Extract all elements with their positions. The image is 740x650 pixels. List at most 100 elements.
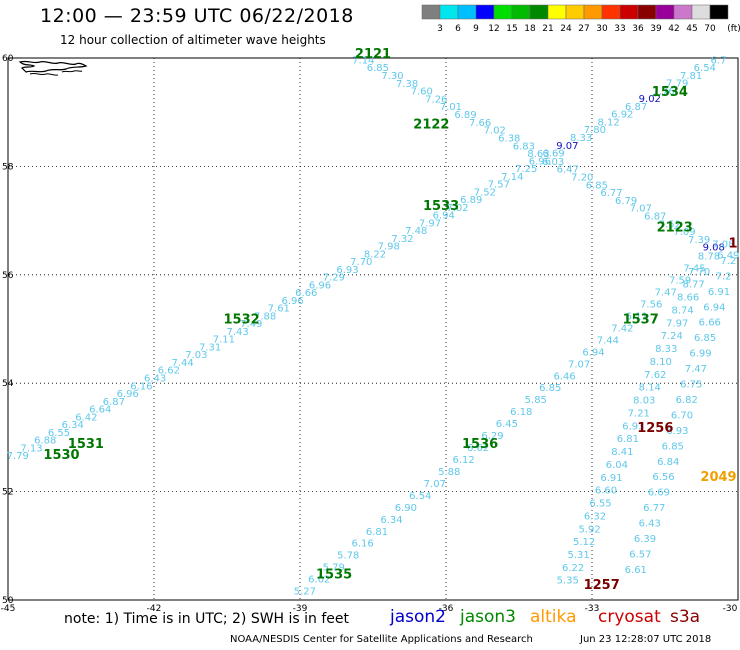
wave-height-value: 7.14	[501, 172, 523, 183]
track-east-2: 5.35 6.22 5.31 5.12 5.92 6.326.55 6.60 6.91 6.04…	[557, 267, 711, 587]
wave-height-value: 7.11	[213, 335, 235, 346]
wave-height-value: 8.22	[364, 249, 386, 260]
map-frame	[7, 57, 739, 601]
wave-height-value: 7.07	[424, 479, 446, 490]
wave-height-value: 7.39	[688, 235, 710, 246]
color-swatch-4	[493, 4, 513, 20]
wave-height-value: 7.70	[688, 267, 710, 278]
wave-height-value: 7.13	[20, 443, 42, 454]
wave-height-value: 7.01	[440, 102, 462, 113]
pass-number-label: 1537	[623, 313, 659, 328]
wave-height-value: 6.54	[694, 63, 716, 74]
wave-height-value: 5.78	[337, 551, 359, 562]
wave-height-value: 6.91	[600, 473, 622, 484]
wave-height-value: 6.38	[498, 134, 520, 145]
pass-number-label: 1533	[423, 199, 459, 214]
wave-height-value: 7.42	[611, 323, 633, 334]
wave-height-value: 6.69	[648, 488, 670, 499]
wave-height-value: 8.74	[671, 305, 693, 316]
map-title: 12:00 — 23:59 UTC 06/22/2018	[40, 5, 354, 27]
color-swatch-15	[691, 4, 711, 20]
wave-height-value: 9.07	[556, 141, 578, 152]
wave-height-value: 7.47	[685, 364, 707, 375]
wave-height-value: 6.96	[117, 389, 139, 400]
color-scale-label: 27	[578, 24, 589, 34]
pass-number-label: 2122	[413, 118, 449, 133]
color-scale-label: 21	[542, 24, 553, 34]
wave-height-value: 5.88	[438, 467, 460, 478]
color-scale-label: 12	[488, 24, 499, 34]
wave-height-value: 6.92	[611, 110, 633, 121]
wave-height-value: 7.08	[712, 240, 734, 251]
wave-height-value: 7.32	[391, 234, 413, 245]
wave-height-value: 6.77	[600, 188, 622, 199]
track-east-1: 6.61 6.57 6.39 6.43 6.77 6.69 6.56 6.84 6.85 6.93…	[625, 256, 737, 576]
wave-height-value: 6.94	[703, 302, 725, 313]
color-swatch-8	[565, 4, 585, 20]
wave-height-value: 6.43	[144, 374, 166, 385]
wave-height-value: 6.64	[89, 405, 111, 416]
wave-height-value: 7.76	[652, 87, 674, 98]
satellite-legend-altika: altika	[530, 607, 577, 627]
axis-labels: 60 58 56 54 52 50-45 -42 -39 -36 -33 -30	[1, 54, 738, 614]
satellite-legend-cryosat: cryosat	[598, 607, 661, 627]
wave-height-value: 6.18	[510, 407, 532, 418]
credit-line: NOAA/NESDIS Center for Satellite Applica…	[230, 634, 533, 645]
wave-height-value: 7.20	[571, 173, 593, 184]
wave-height-value: 7.52	[474, 187, 496, 198]
wave-height-value: 7.52	[659, 219, 681, 230]
pass-number-label: 1535	[316, 567, 352, 582]
lat-label: 56	[2, 271, 14, 281]
wave-height-value: 7.03	[185, 350, 207, 361]
satellite-legend-jason3: jason3	[460, 607, 516, 627]
color-scale-label: 9	[473, 24, 479, 34]
wave-height-value: 8.10	[650, 357, 672, 368]
wave-height-value: 6.96	[529, 156, 551, 167]
wave-height-value: 7.49	[240, 319, 262, 330]
color-scale-label: 3	[437, 24, 443, 34]
wave-height-value: 6.34	[380, 515, 402, 526]
pass-number-label: 1531	[68, 437, 104, 452]
color-scale-label: 36	[632, 24, 644, 34]
wave-height-value: 7.48	[405, 226, 427, 237]
color-swatch-7	[547, 4, 567, 20]
wave-height-value: 6.49	[717, 251, 739, 262]
wave-height-value: 6.87	[625, 102, 647, 113]
wave-height-value: 6.46	[553, 371, 575, 382]
wave-height-value: 7.2	[716, 271, 732, 282]
wave-height-value: 5.12	[573, 537, 595, 548]
wave-height-value: 6.54	[409, 491, 431, 502]
wave-height-value: 6.11	[626, 312, 648, 323]
wave-height-value: 6.85	[367, 63, 389, 74]
wave-height-value: 7.07	[568, 359, 590, 370]
wave-height-value: 6.55	[589, 499, 611, 510]
wave-height-value: 6.43	[639, 519, 661, 530]
wave-height-value: 6.62	[467, 443, 489, 454]
lat-label: 52	[2, 488, 13, 498]
wave-height-value: 6.12	[452, 455, 474, 466]
wave-height-value: 6.93	[622, 421, 644, 432]
color-swatch-14	[673, 4, 693, 20]
wave-height-value: 8.41	[611, 447, 633, 458]
lon-label: -33	[585, 604, 600, 614]
lon-label: -30	[723, 604, 738, 614]
color-scale-label: 15	[506, 24, 517, 34]
wave-height-value: 8.12	[597, 118, 619, 129]
wave-height-value: 6.7	[711, 55, 727, 66]
color-scale-label: 30	[596, 24, 608, 34]
wave-height-value: 6.16	[130, 381, 152, 392]
lat-label: 58	[2, 162, 14, 172]
wave-height-value: 6.62	[158, 366, 180, 377]
pass-number-label: 2049	[700, 470, 736, 485]
wave-height-value: 5.35	[557, 576, 579, 587]
wave-height-value: 7.07	[630, 204, 652, 215]
lon-label: -36	[439, 604, 454, 614]
wave-height-value: 6.55	[48, 428, 70, 439]
wave-height-value: 6.96	[281, 296, 303, 307]
wave-height-value: 7.38	[396, 79, 418, 90]
wave-height-value: 5.79	[323, 563, 345, 574]
satellite-legend-s3a: s3a	[670, 607, 701, 627]
wave-height-value: 7.79	[666, 79, 688, 90]
wave-height-value: 7.57	[488, 180, 510, 191]
